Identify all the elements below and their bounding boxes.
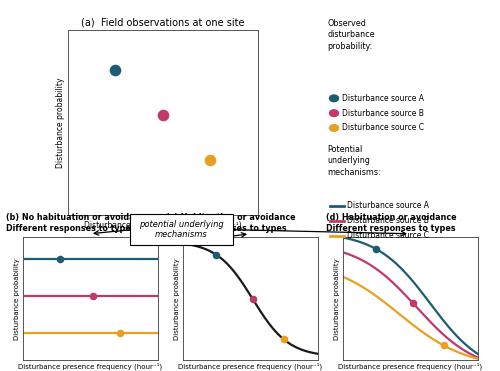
Point bbox=[280, 336, 288, 342]
Text: Different responses to types: Different responses to types bbox=[6, 224, 136, 233]
Text: Disturbance source A: Disturbance source A bbox=[342, 94, 424, 103]
Text: Disturbance source A: Disturbance source A bbox=[346, 201, 428, 210]
X-axis label: Disturbance presence frequency (hour⁻¹): Disturbance presence frequency (hour⁻¹) bbox=[338, 362, 482, 370]
Point bbox=[206, 157, 214, 162]
Point bbox=[212, 252, 220, 258]
Y-axis label: Disturbance probability: Disturbance probability bbox=[174, 258, 180, 339]
Text: Disturbance source B: Disturbance source B bbox=[342, 109, 424, 118]
Point bbox=[56, 256, 64, 262]
Text: Observed
disturbance
probability:: Observed disturbance probability: bbox=[328, 19, 375, 51]
Y-axis label: Disturbance probability: Disturbance probability bbox=[334, 258, 340, 339]
Point bbox=[408, 300, 416, 306]
X-axis label: Disturbance presence frequency (hour⁻¹): Disturbance presence frequency (hour⁻¹) bbox=[84, 221, 241, 230]
Text: Disturbance source C: Disturbance source C bbox=[342, 124, 424, 132]
X-axis label: Disturbance presence frequency (hour⁻¹): Disturbance presence frequency (hour⁻¹) bbox=[178, 362, 322, 370]
Text: Disturbance source C: Disturbance source C bbox=[346, 231, 428, 240]
Text: (d) Habituation or avoidance: (d) Habituation or avoidance bbox=[326, 213, 457, 221]
Point bbox=[248, 296, 256, 302]
Y-axis label: Disturbance probability: Disturbance probability bbox=[56, 77, 64, 168]
Y-axis label: Disturbance probability: Disturbance probability bbox=[14, 258, 20, 339]
Text: Potential
underlying
mechanisms:: Potential underlying mechanisms: bbox=[328, 145, 381, 177]
Point bbox=[116, 330, 124, 336]
Point bbox=[158, 112, 166, 118]
Point bbox=[111, 68, 119, 73]
Text: Similar responses to types: Similar responses to types bbox=[166, 224, 287, 233]
Point bbox=[372, 246, 380, 252]
Text: potential underlying
mechanisms: potential underlying mechanisms bbox=[139, 220, 224, 239]
Title: (a)  Field observations at one site: (a) Field observations at one site bbox=[81, 17, 244, 27]
Text: Different responses to types: Different responses to types bbox=[326, 224, 456, 233]
Text: (b) No habituation or avoidance: (b) No habituation or avoidance bbox=[6, 213, 151, 221]
X-axis label: Disturbance presence frequency (hour⁻¹): Disturbance presence frequency (hour⁻¹) bbox=[18, 362, 162, 370]
Text: (c) Habituation or avoidance: (c) Habituation or avoidance bbox=[166, 213, 296, 221]
Text: Disturbance source B: Disturbance source B bbox=[346, 216, 428, 225]
Point bbox=[88, 293, 96, 299]
Point bbox=[440, 342, 448, 348]
